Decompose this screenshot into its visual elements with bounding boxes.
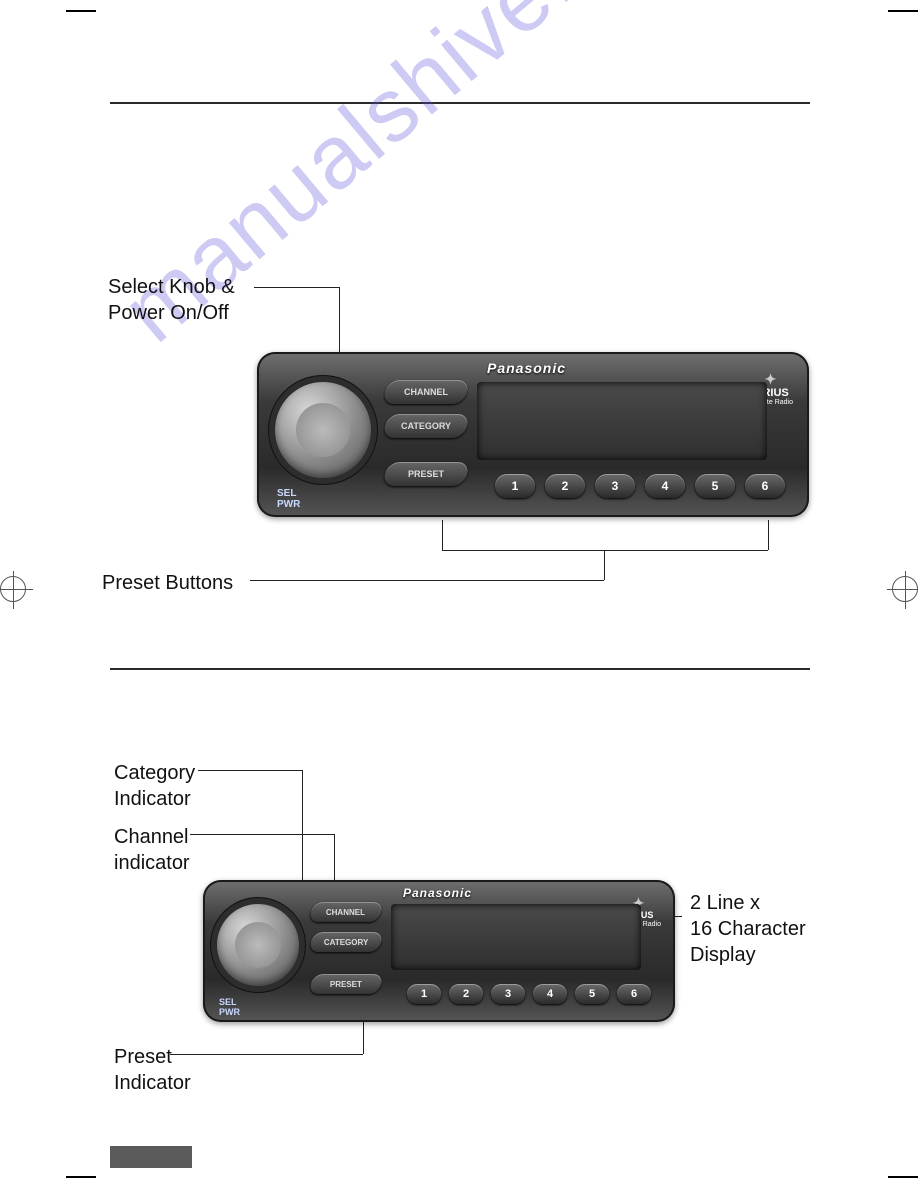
crop-mark <box>888 10 918 12</box>
preset-5-button[interactable]: 5 <box>575 984 609 1004</box>
preset-row: 1 2 3 4 5 6 <box>407 984 651 1004</box>
leader-line <box>604 550 605 580</box>
crop-mark <box>888 1176 918 1178</box>
leader-line <box>250 580 604 581</box>
divider-top <box>110 102 810 104</box>
display-screen <box>477 382 767 460</box>
registration-mark <box>892 576 918 602</box>
radio-unit-small: SELPWR Panasonic ✦ SIRIUS Satellite Radi… <box>203 880 675 1022</box>
page-tab <box>110 1146 192 1168</box>
label-category-indicator: Category Indicator <box>114 760 195 812</box>
select-knob[interactable] <box>217 904 299 986</box>
crop-mark <box>66 10 96 12</box>
preset-1-button[interactable]: 1 <box>407 984 441 1004</box>
preset-1-button[interactable]: 1 <box>495 474 535 498</box>
display-screen <box>391 904 641 970</box>
preset-5-button[interactable]: 5 <box>695 474 735 498</box>
preset-4-button[interactable]: 4 <box>645 474 685 498</box>
preset-3-button[interactable]: 3 <box>595 474 635 498</box>
label-channel-indicator: Channel indicator <box>114 824 190 876</box>
leader-line <box>768 520 769 550</box>
preset-mode-button[interactable]: PRESET <box>309 974 384 994</box>
preset-row: 1 2 3 4 5 6 <box>495 474 785 498</box>
preset-6-button[interactable]: 6 <box>617 984 651 1004</box>
radio-unit: SELPWR Panasonic ✦ SIRIUS Satellite Radi… <box>257 352 809 517</box>
label-preset-buttons: Preset Buttons <box>102 570 233 596</box>
sel-pwr-label: SELPWR <box>219 998 240 1018</box>
leader-line <box>198 770 302 771</box>
channel-button[interactable]: CHANNEL <box>309 902 384 922</box>
category-button[interactable]: CATEGORY <box>382 414 470 438</box>
select-knob[interactable] <box>275 382 371 478</box>
brand-label: Panasonic <box>403 886 472 900</box>
label-select-knob: Select Knob & Power On/Off <box>108 274 235 326</box>
channel-button[interactable]: CHANNEL <box>382 380 470 404</box>
preset-4-button[interactable]: 4 <box>533 984 567 1004</box>
preset-2-button[interactable]: 2 <box>545 474 585 498</box>
registration-mark <box>0 576 26 602</box>
leader-line <box>170 1054 363 1055</box>
preset-2-button[interactable]: 2 <box>449 984 483 1004</box>
brand-label: Panasonic <box>487 360 566 376</box>
leader-line <box>190 834 334 835</box>
preset-mode-button[interactable]: PRESET <box>382 462 470 486</box>
preset-6-button[interactable]: 6 <box>745 474 785 498</box>
leader-line <box>442 550 768 551</box>
leader-line <box>442 520 443 550</box>
label-display-desc: 2 Line x 16 Character Display <box>690 890 806 968</box>
category-button[interactable]: CATEGORY <box>309 932 384 952</box>
leader-line <box>254 287 339 288</box>
crop-mark <box>66 1176 96 1178</box>
preset-3-button[interactable]: 3 <box>491 984 525 1004</box>
label-preset-indicator: Preset Indicator <box>114 1044 191 1096</box>
sel-pwr-label: SELPWR <box>277 488 300 510</box>
divider-mid <box>110 668 810 670</box>
